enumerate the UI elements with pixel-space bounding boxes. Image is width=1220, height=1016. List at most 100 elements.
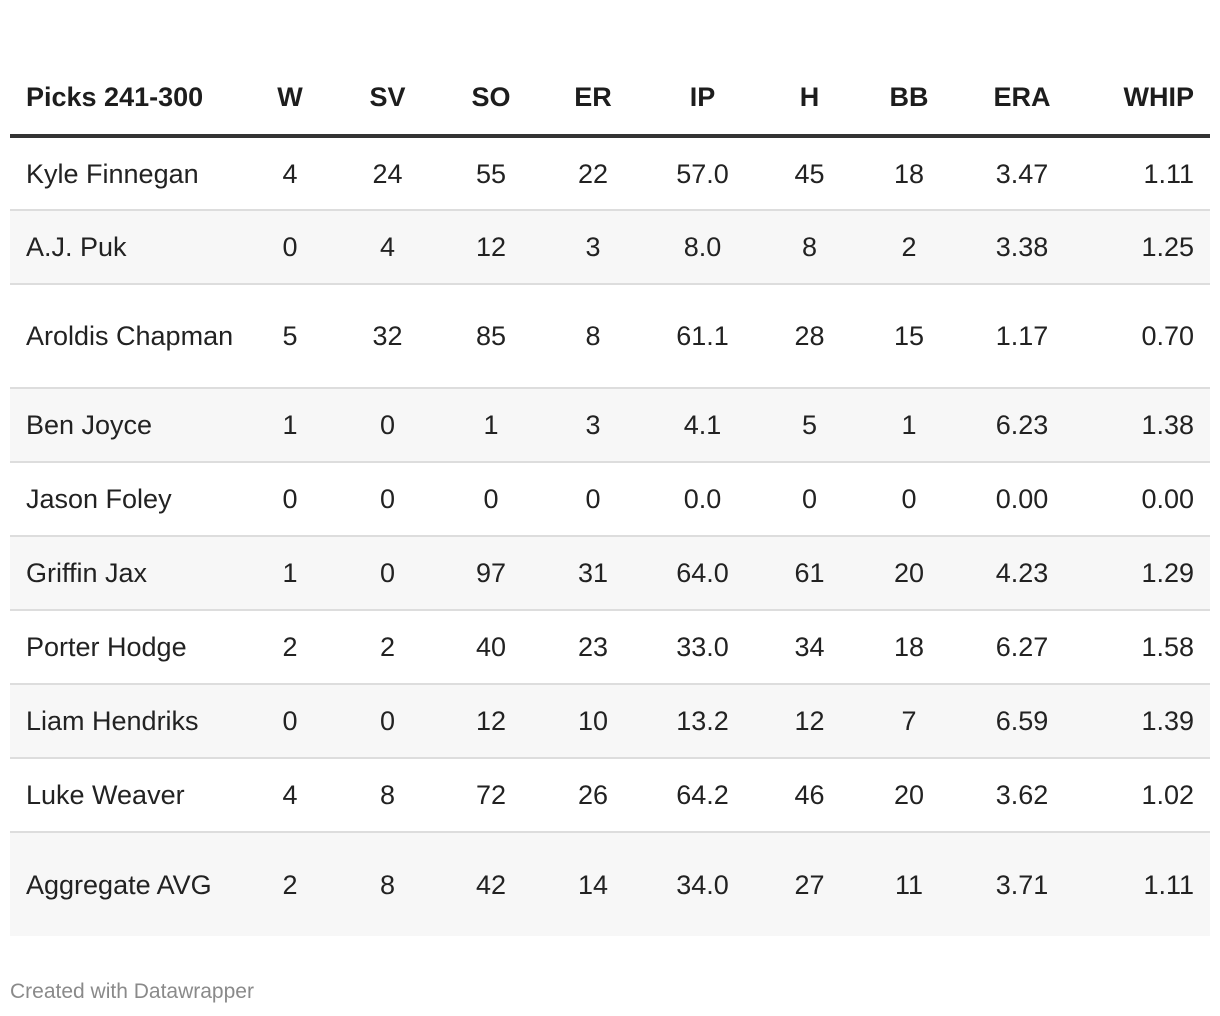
cell-bb: 1: [853, 388, 965, 463]
cell-bb: 20: [853, 536, 965, 611]
cell-h: 45: [766, 136, 853, 211]
cell-er: 3: [547, 388, 639, 463]
cell-h: 27: [794, 869, 825, 900]
cell-bb: 0: [853, 462, 965, 537]
cell-whip: 0.70: [1079, 284, 1210, 389]
cell-so: 55: [435, 136, 547, 211]
cell-whip: 0.00: [1079, 462, 1210, 537]
cell-er: 14: [577, 869, 609, 900]
cell-w: 2: [282, 869, 298, 900]
cell-sv: 8: [379, 869, 396, 900]
cell-so: 12: [435, 210, 547, 285]
cell-w: 0: [240, 210, 340, 285]
datawrapper-credit[interactable]: Created with Datawrapper: [10, 980, 254, 1003]
column-header-sv[interactable]: SV: [340, 0, 435, 138]
column-header-picks[interactable]: Picks 241-300: [10, 0, 240, 138]
cell-ip: 61.1: [639, 284, 766, 389]
cell-er: 31: [547, 536, 639, 611]
column-header-w[interactable]: W: [240, 0, 340, 138]
cell-whip: 1.58: [1079, 610, 1210, 685]
cell-w: 0: [240, 462, 340, 537]
cell-h: 0: [766, 462, 853, 537]
cell-er: 10: [547, 684, 639, 759]
cell-w: 4: [240, 758, 340, 833]
column-header-h[interactable]: H: [766, 0, 853, 138]
cell-era: 4.23: [965, 536, 1079, 611]
cell-whip: 1.25: [1079, 210, 1210, 285]
cell-w: 1: [240, 536, 340, 611]
cell-h: 5: [766, 388, 853, 463]
cell-sv: 2: [340, 610, 435, 685]
cell-sv: 32: [340, 284, 435, 389]
aggregate-label: Aggregate AVG: [26, 869, 212, 900]
cell-ip: 8.0: [639, 210, 766, 285]
table-row: Porter Hodge 2 2 40 23 33.0 34 18 6.27 1…: [10, 610, 1210, 685]
cell-ip: 64.2: [639, 758, 766, 833]
cell-so: 12: [435, 684, 547, 759]
cell-so: 97: [435, 536, 547, 611]
cell-bb: 2: [853, 210, 965, 285]
cell-sv: 4: [340, 210, 435, 285]
cell-whip: 1.11: [1079, 136, 1210, 211]
cell-h: 34: [766, 610, 853, 685]
cell-bb: 11: [894, 869, 924, 900]
cell-w: 4: [240, 136, 340, 211]
cell-bb: 7: [853, 684, 965, 759]
cell-sv: 0: [340, 388, 435, 463]
column-header-bb[interactable]: BB: [853, 0, 965, 138]
cell-whip: 1.39: [1079, 684, 1210, 759]
cell-er: 8: [547, 284, 639, 389]
player-name: Liam Hendriks: [10, 684, 240, 759]
column-header-er[interactable]: ER: [547, 0, 639, 138]
cell-era: 3.38: [965, 210, 1079, 285]
table-row: Liam Hendriks 0 0 12 10 13.2 12 7 6.59 1…: [10, 684, 1210, 759]
cell-whip: 1.38: [1079, 388, 1210, 463]
cell-w: 0: [240, 684, 340, 759]
cell-h: 8: [766, 210, 853, 285]
cell-ip: 4.1: [639, 388, 766, 463]
cell-er: 22: [547, 136, 639, 211]
cell-so: 1: [435, 388, 547, 463]
column-header-whip[interactable]: WHIP: [1079, 0, 1210, 138]
cell-era: 3.62: [965, 758, 1079, 833]
player-name: Kyle Finnegan: [10, 136, 240, 211]
cell-er: 3: [547, 210, 639, 285]
cell-era: 6.59: [965, 684, 1079, 759]
table-row: Griffin Jax 1 0 97 31 64.0 61 20 4.23 1.…: [10, 536, 1210, 611]
player-name: Porter Hodge: [10, 610, 240, 685]
cell-era: 0.00: [965, 462, 1079, 537]
pitching-stats-table: Picks 241-300 W SV SO ER IP H BB ERA WHI…: [10, 0, 1210, 936]
cell-ip: 13.2: [639, 684, 766, 759]
cell-whip: 1.11: [1143, 869, 1194, 900]
column-header-ip[interactable]: IP: [639, 0, 766, 138]
cell-so: 42: [475, 869, 507, 900]
cell-h: 12: [766, 684, 853, 759]
cell-sv: 24: [340, 136, 435, 211]
cell-whip: 1.02: [1079, 758, 1210, 833]
cell-bb: 20: [853, 758, 965, 833]
cell-ip: 57.0: [639, 136, 766, 211]
cell-era: 6.23: [965, 388, 1079, 463]
cell-era: 3.71: [995, 869, 1049, 900]
cell-w: 2: [240, 610, 340, 685]
cell-bb: 18: [853, 136, 965, 211]
column-header-era[interactable]: ERA: [965, 0, 1079, 138]
cell-sv: 0: [340, 536, 435, 611]
cell-whip: 1.29: [1079, 536, 1210, 611]
cell-h: 61: [766, 536, 853, 611]
table-row: A.J. Puk 0 4 12 3 8.0 8 2 3.38 1.25: [10, 210, 1210, 285]
player-name: Griffin Jax: [10, 536, 240, 611]
cell-w: 5: [240, 284, 340, 389]
cell-er: 0: [547, 462, 639, 537]
table-row-aggregate: Aggregate AVG 2 8 42 14 34.0 27 11 3.71 …: [10, 832, 1210, 936]
cell-h: 28: [766, 284, 853, 389]
header-row: Picks 241-300 W SV SO ER IP H BB ERA WHI…: [10, 0, 1210, 138]
cell-sv: 0: [340, 462, 435, 537]
cell-ip: 34.0: [676, 869, 729, 900]
table-row: Luke Weaver 4 8 72 26 64.2 46 20 3.62 1.…: [10, 758, 1210, 833]
column-header-so[interactable]: SO: [435, 0, 547, 138]
cell-so: 0: [435, 462, 547, 537]
cell-era: 3.47: [965, 136, 1079, 211]
cell-w: 1: [240, 388, 340, 463]
cell-so: 40: [435, 610, 547, 685]
